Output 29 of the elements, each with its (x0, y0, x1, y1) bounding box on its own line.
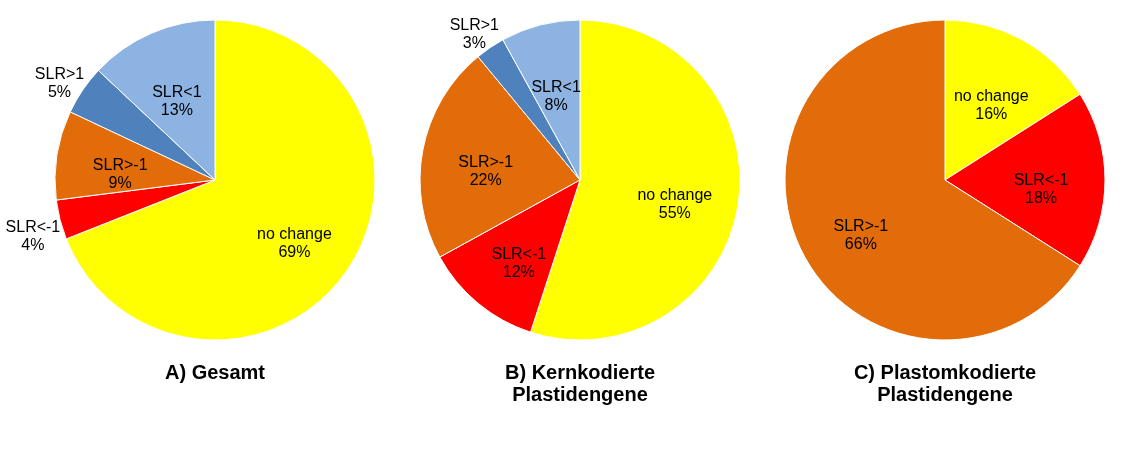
slice-label: SLR<-1 (1013, 171, 1069, 188)
data-label: 55% (658, 204, 691, 222)
data-label: 18% (1024, 189, 1058, 206)
data-label: 69% (278, 242, 311, 260)
data-label: 9% (108, 173, 132, 191)
slice-label: SLR>1 (34, 65, 85, 83)
slice-label: no change (257, 224, 332, 242)
slice-label: SLR<-1 (491, 244, 547, 262)
data-label: 3% (462, 33, 486, 51)
data-label: 22% (469, 171, 502, 189)
slice-label: SLR>-1 (833, 217, 889, 235)
text: A) Gesamt (164, 361, 266, 383)
slice-label: no change (637, 186, 713, 204)
text: B) Kernkodierte Plastidengene (504, 361, 656, 405)
slice-label: SLR>-1 (458, 153, 514, 171)
data-label: 4% (21, 235, 45, 253)
data-label: 66% (844, 235, 877, 253)
data-label: 8% (544, 96, 568, 114)
slice-label: SLR>-1 (92, 155, 148, 173)
data-label: 12% (502, 262, 535, 280)
slice-label: SLR<1 (152, 82, 202, 100)
data-label: 16% (975, 104, 1008, 122)
slice-label: SLR<-1 (5, 217, 61, 235)
text: C) Plastomkodierte Plastidengene (853, 361, 1037, 405)
slice-label: no change (953, 86, 1029, 104)
slice-label: SLR<1 (531, 78, 581, 96)
slice-label: SLR>1 (449, 15, 500, 33)
data-label: 13% (160, 100, 193, 118)
data-label: 5% (47, 83, 72, 101)
